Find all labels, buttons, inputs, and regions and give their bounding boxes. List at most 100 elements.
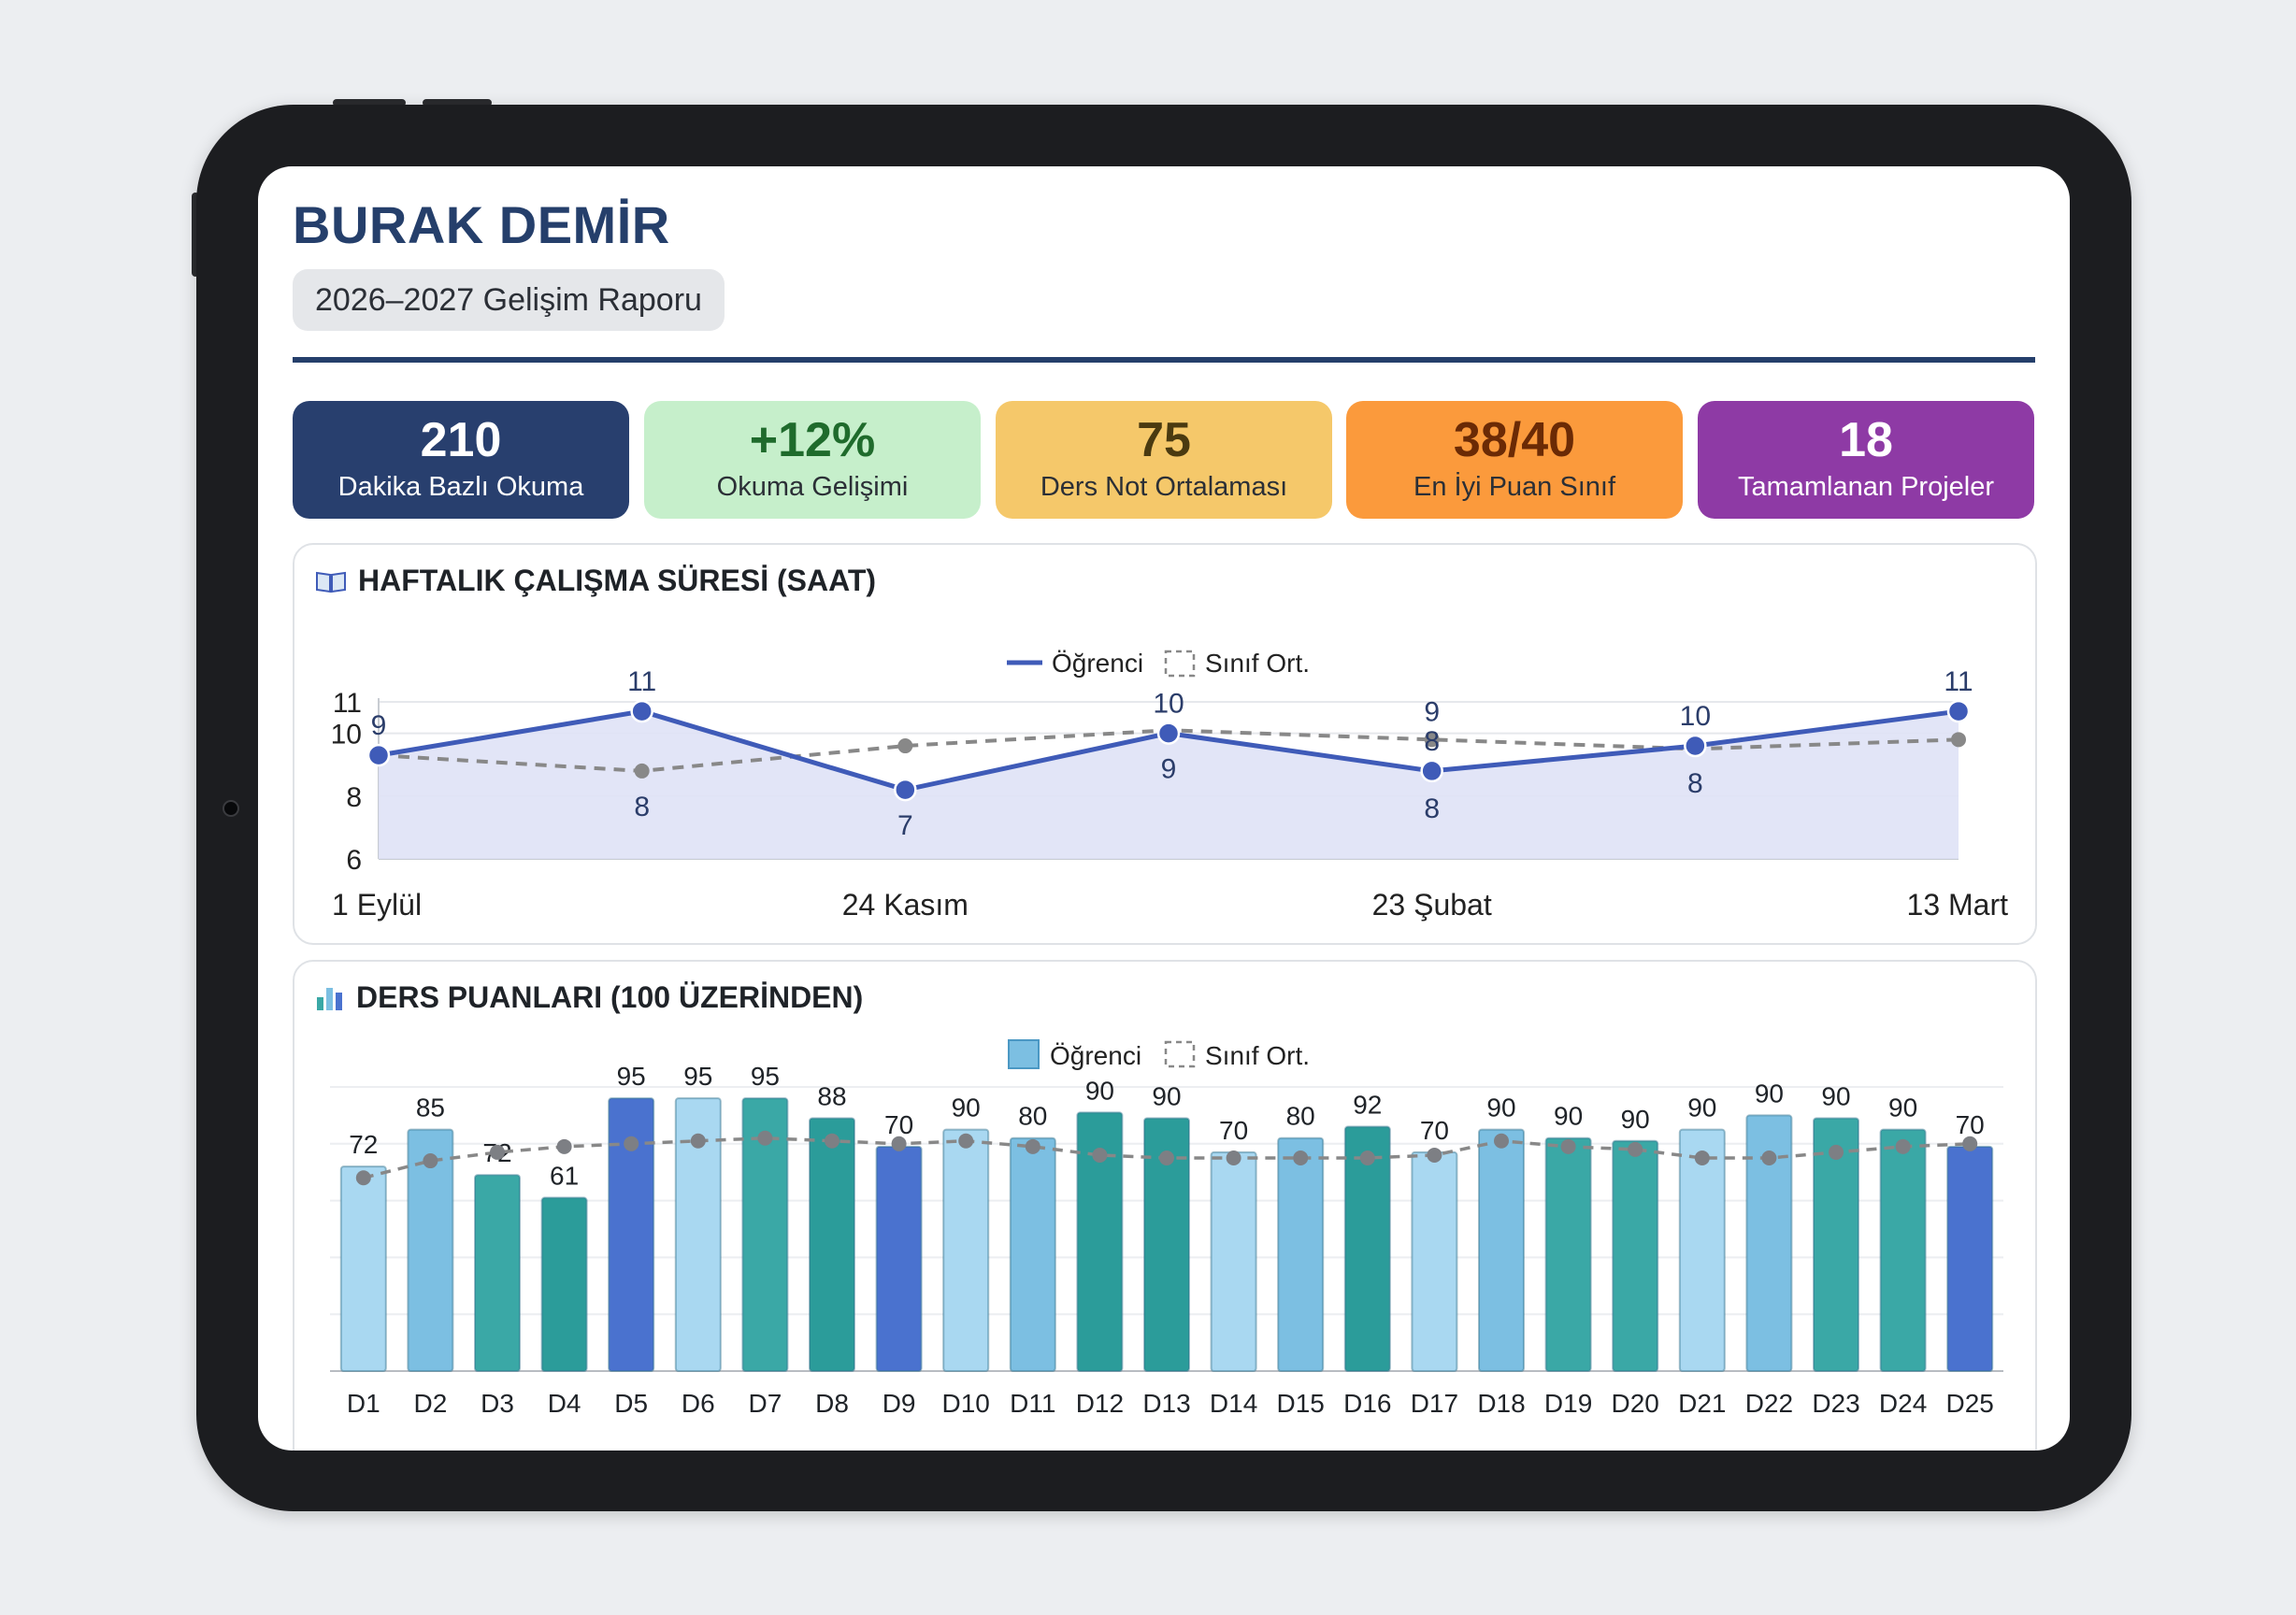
score-data-label: 70: [1219, 1116, 1248, 1145]
volume-down-button[interactable]: [423, 99, 492, 107]
report-screen: BURAK DEMİR 2026–2027 Gelişim Raporu 210…: [258, 166, 2070, 1451]
average-point: [1761, 1151, 1777, 1165]
score-data-label: 90: [1085, 1076, 1114, 1105]
category-label: D19: [1544, 1389, 1592, 1418]
legend-average-label: Sınıf Ort.: [1205, 1041, 1310, 1070]
kpi-label: Okuma Gelişimi: [716, 472, 909, 502]
score-data-label: 90: [952, 1093, 981, 1122]
student-data-label: 10: [1153, 689, 1184, 720]
category-label: D18: [1477, 1389, 1525, 1418]
kpi-value: 75: [1137, 413, 1191, 467]
kpi-card-reading-minutes: 210 Dakika Bazlı Okuma: [293, 401, 629, 519]
student-point: [894, 778, 917, 802]
average-data-label: 9: [1424, 696, 1440, 727]
kpi-label: Dakika Bazlı Okuma: [337, 472, 584, 502]
score-data-label: 92: [1353, 1091, 1382, 1120]
average-point: [1962, 1136, 1978, 1151]
subject-scores-title: DERS PUANLARI (100 ÜZERİNDEN): [315, 980, 863, 1015]
category-label: D15: [1277, 1389, 1325, 1418]
student-point: [1946, 699, 1971, 723]
kpi-card-projects: 18 Tamamlanan Projeler: [1698, 401, 2034, 519]
score-data-label: 90: [1554, 1102, 1583, 1131]
category-label: D22: [1745, 1389, 1793, 1418]
student-data-label: 8: [1424, 726, 1440, 757]
category-label: D1: [347, 1389, 380, 1418]
average-point: [556, 1138, 572, 1154]
score-bar: [407, 1128, 454, 1372]
kpi-label: En İyi Puan Sınıf: [1413, 472, 1615, 502]
score-data-label: 80: [1018, 1102, 1047, 1131]
average-point: [891, 1136, 907, 1151]
score-bar: [1210, 1151, 1257, 1372]
score-bar: [741, 1097, 789, 1372]
category-label: D4: [548, 1389, 581, 1418]
score-bar: [809, 1117, 855, 1372]
average-point: [757, 1130, 773, 1146]
category-label: D13: [1142, 1389, 1190, 1418]
legend-average-label: Sınıf Ort.: [1205, 649, 1310, 678]
student-point: [1420, 759, 1443, 783]
score-data-label: 90: [1888, 1093, 1917, 1122]
category-label: D20: [1612, 1389, 1659, 1418]
score-bar: [1544, 1136, 1592, 1372]
score-bar: [1343, 1125, 1391, 1372]
category-label: D9: [883, 1389, 916, 1418]
student-data-label: 11: [627, 666, 656, 697]
student-data-label: 7: [897, 810, 913, 841]
header-divider: [293, 357, 2035, 363]
kpi-value: 210: [420, 413, 502, 467]
kpi-label: Tamamlanan Projeler: [1737, 472, 1994, 502]
score-data-label: 90: [1687, 1093, 1716, 1122]
score-bar: [1411, 1151, 1458, 1372]
category-label: D12: [1076, 1389, 1124, 1418]
average-point: [1829, 1144, 1844, 1160]
kpi-value: +12%: [749, 413, 876, 467]
student-point: [366, 743, 391, 767]
score-data-label: 61: [550, 1162, 579, 1191]
category-label: D10: [942, 1389, 990, 1418]
report-subtitle: 2026–2027 Gelişim Raporu: [293, 269, 725, 331]
category-label: D23: [1812, 1389, 1859, 1418]
category-label: D16: [1343, 1389, 1391, 1418]
legend-average-swatch: [1164, 650, 1196, 678]
score-data-label: 90: [1621, 1105, 1650, 1134]
kpi-label: Ders Not Ortalaması: [1040, 472, 1288, 502]
score-bar: [1612, 1139, 1659, 1372]
score-data-label: 85: [416, 1093, 445, 1122]
score-bar: [1678, 1128, 1726, 1372]
category-label: D24: [1879, 1389, 1927, 1418]
average-point: [897, 738, 913, 754]
average-point: [1359, 1151, 1375, 1165]
average-point: [1092, 1147, 1108, 1163]
subject-scores-panel: DERS PUANLARI (100 ÜZERİNDEN) Öğrenci Sın…: [293, 960, 2037, 1451]
score-bar: [1813, 1117, 1859, 1372]
legend-student-label: Öğrenci: [1050, 1041, 1141, 1070]
x-tick-label: 1 Eylül: [332, 888, 422, 922]
weekly-study-title-text: HAFTALIK ÇALIŞMA SÜRESİ (SAAT): [358, 564, 877, 597]
category-label: D14: [1210, 1389, 1257, 1418]
average-point: [1951, 732, 1966, 748]
student-area-fill: [379, 711, 1959, 859]
camera-icon: [222, 800, 239, 817]
legend-student-label: Öğrenci: [1052, 649, 1143, 678]
y-tick-label: 10: [331, 720, 362, 750]
volume-up-button[interactable]: [333, 99, 406, 107]
score-bar: [875, 1145, 923, 1372]
score-bar: [339, 1165, 387, 1372]
score-data-label: 90: [1755, 1079, 1784, 1108]
score-bar: [1478, 1128, 1525, 1372]
average-point: [1025, 1138, 1040, 1154]
score-bar: [608, 1097, 655, 1372]
kpi-card-reading-growth: +12% Okuma Gelişimi: [644, 401, 981, 519]
score-data-label: 70: [1420, 1116, 1449, 1145]
student-data-label: 11: [1944, 666, 1973, 697]
weekly-study-title: HAFTALIK ÇALIŞMA SÜRESİ (SAAT): [315, 564, 876, 598]
side-button[interactable]: [192, 193, 199, 277]
category-label: D7: [749, 1389, 782, 1418]
category-label: D2: [414, 1389, 448, 1418]
kpi-value: 38/40: [1453, 413, 1576, 467]
score-data-label: 70: [884, 1110, 913, 1139]
score-data-label: 90: [1821, 1081, 1850, 1110]
student-name: BURAK DEMİR: [293, 195, 670, 254]
